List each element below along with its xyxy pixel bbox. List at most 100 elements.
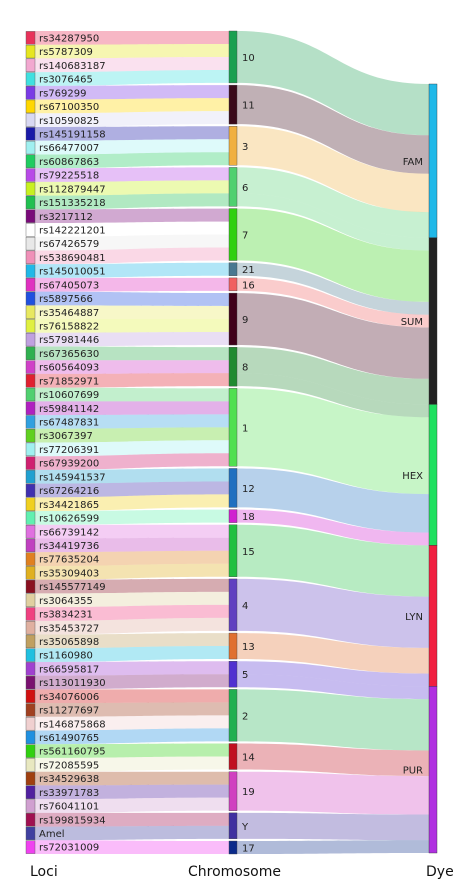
locus-node-rs151335218 <box>25 195 36 210</box>
locus-node-rs34076006 <box>25 689 36 703</box>
link-chr13-LYN <box>237 633 429 674</box>
locus-node-rs57981446 <box>25 332 36 347</box>
locus-node-rs1160980 <box>25 648 36 662</box>
locus-node-rs60564093 <box>25 360 36 374</box>
chromosome-label: 2 <box>242 711 248 722</box>
locus-label: Amel <box>39 829 65 840</box>
nodes-layer <box>25 30 438 855</box>
locus-node-rs79225518 <box>25 168 36 182</box>
locus-label: rs77206391 <box>39 445 99 456</box>
locus-node-rs72085595 <box>25 758 36 772</box>
locus-label: rs35464887 <box>39 308 99 319</box>
link-chr18-HEX <box>237 509 429 546</box>
chromosome-label: 11 <box>242 101 255 112</box>
locus-label: rs67405073 <box>39 280 99 291</box>
chromosome-node-5 <box>228 661 238 688</box>
dye-label: LYN <box>405 612 423 623</box>
link-locus-rs66477007 <box>35 139 229 155</box>
link-locus-rs79225518 <box>35 167 229 182</box>
locus-node-rs72031009 <box>25 840 36 854</box>
locus-label: rs35453727 <box>39 623 99 634</box>
link-chr8-HEX <box>237 373 429 418</box>
locus-label: rs151335218 <box>39 198 106 209</box>
locus-label: rs67487831 <box>39 418 99 429</box>
locus-label: rs66739142 <box>39 527 99 538</box>
locus-node-rs10590825 <box>25 113 36 127</box>
locus-label: rs3834231 <box>39 610 93 621</box>
link-locus-rs151335218 <box>35 193 229 210</box>
link-locus-rs67487831 <box>35 414 229 429</box>
locus-node-rs35464887 <box>25 305 36 319</box>
link-chr3-FAM <box>237 126 429 213</box>
locus-label: rs76041101 <box>39 802 99 813</box>
locus-label: rs35309403 <box>39 568 99 579</box>
chromosome-node-19 <box>228 771 238 811</box>
locus-label: rs561160795 <box>39 747 106 758</box>
locus-label: rs140683187 <box>39 61 106 72</box>
locus-node-rs3217112 <box>25 209 36 223</box>
chromosome-to-dye-links <box>237 31 429 854</box>
locus-node-rs33971783 <box>25 785 36 799</box>
locus-label: rs57981446 <box>39 335 99 346</box>
chromosome-label: 7 <box>242 231 248 242</box>
chromosome-label: Y <box>241 822 249 833</box>
link-chr15-LYN <box>237 524 429 597</box>
link-locus-rs67405073 <box>35 277 229 292</box>
locus-label: rs5897566 <box>39 294 93 305</box>
chromosome-label: 5 <box>242 670 248 681</box>
locus-label: rs145010051 <box>39 267 106 278</box>
locus-label: rs33971783 <box>39 788 99 799</box>
locus-node-rs59841142 <box>25 401 36 415</box>
locus-node-rs112879447 <box>25 182 36 196</box>
locus-label: rs79225518 <box>39 171 99 182</box>
locus-label: rs5787309 <box>39 47 93 58</box>
locus-node-rs34529638 <box>25 771 36 786</box>
locus-label: rs60867863 <box>39 157 99 168</box>
link-locus-rs33971783 <box>35 784 229 800</box>
locus-node-rs61490765 <box>25 730 36 745</box>
locus-node-rs538690481 <box>25 250 36 264</box>
chromosome-node-10 <box>228 30 238 84</box>
chromosome-node-17 <box>228 840 238 855</box>
link-chr6-FAM <box>237 167 429 238</box>
column-label-dye: Dye <box>426 864 454 880</box>
locus-node-rs145191158 <box>25 127 36 141</box>
locus-label: rs61490765 <box>39 733 99 744</box>
link-locus-rs34287950 <box>35 31 229 45</box>
link-chr9-SUM <box>237 293 429 379</box>
link-chr10-FAM <box>237 31 429 136</box>
locus-node-rs67426579 <box>25 236 36 251</box>
locus-label: rs10607699 <box>39 390 99 401</box>
link-locus-rs142221201 <box>35 221 229 237</box>
locus-label: rs71852971 <box>39 376 99 387</box>
locus-label: rs72031009 <box>39 843 99 854</box>
link-locus-rs561160795 <box>35 743 229 758</box>
link-locus-rs61490765 <box>35 728 229 745</box>
loci-to-chromosome-links <box>35 31 229 854</box>
locus-label: rs67426579 <box>39 239 99 250</box>
locus-label: rs67100350 <box>39 102 99 113</box>
link-locus-rs67939200 <box>35 453 229 470</box>
link-locus-rs145941537 <box>35 468 229 484</box>
link-locus-rs769299 <box>35 85 229 100</box>
chromosome-node-8 <box>228 347 238 387</box>
locus-label: rs3217112 <box>39 212 93 223</box>
link-locus-rs34419736 <box>35 537 229 553</box>
locus-node-rs67939200 <box>25 456 36 470</box>
link-locus-rs34421865 <box>35 494 229 512</box>
link-locus-rs67264216 <box>35 481 229 498</box>
locus-label: rs146875868 <box>39 719 106 730</box>
link-chr8-SUM <box>237 347 429 405</box>
locus-node-rs77635204 <box>25 552 36 566</box>
chromosome-label: 16 <box>242 280 255 291</box>
link-locus-rs34529638 <box>35 771 229 786</box>
link-chr1-HEX <box>237 388 429 495</box>
locus-node-rs10607699 <box>25 387 36 402</box>
dye-node-PUR <box>428 686 438 854</box>
locus-label: rs67939200 <box>39 459 99 470</box>
link-locus-rs67365630 <box>35 346 229 361</box>
link-locus-rs72031009 <box>35 840 229 854</box>
chromosome-node-11 <box>228 84 238 125</box>
link-locus-rs3217112 <box>35 208 229 224</box>
locus-label: rs11277697 <box>39 706 99 717</box>
